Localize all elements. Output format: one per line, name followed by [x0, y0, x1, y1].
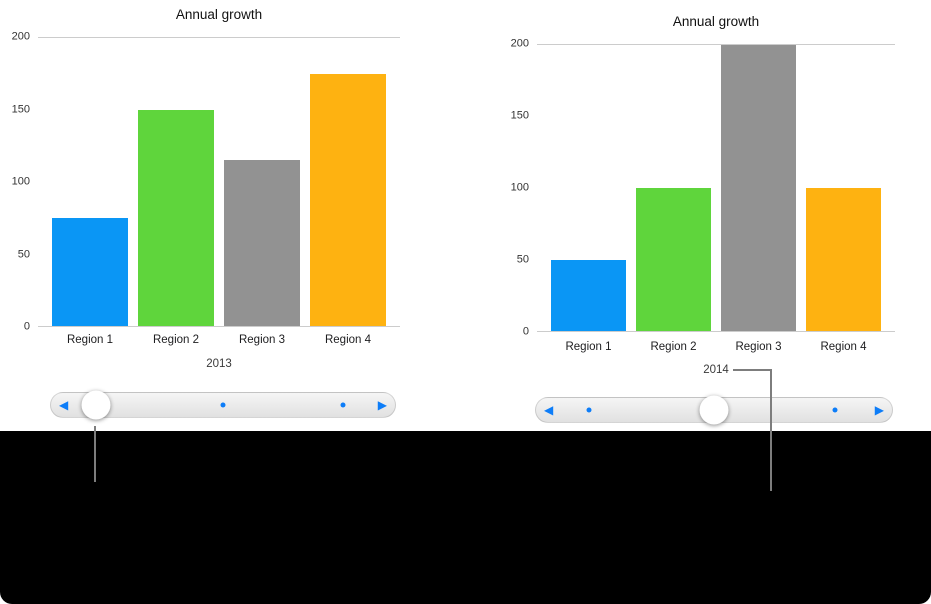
- black-footer: [0, 431, 931, 604]
- bar-series: [38, 38, 400, 326]
- x-category-label: Region 1: [66, 334, 114, 346]
- callout-line-slider-knob: [94, 426, 96, 482]
- y-tick-label: 100: [510, 181, 529, 194]
- slider-prev-icon[interactable]: ◀: [544, 403, 554, 417]
- y-tick-label: 150: [510, 109, 529, 122]
- page-dot[interactable]: [340, 402, 346, 408]
- bar-region-2[interactable]: [636, 188, 711, 331]
- bar-region-4[interactable]: [806, 188, 881, 331]
- chart-title: Annual growth: [672, 14, 760, 29]
- x-category-label: Region 3: [735, 341, 782, 353]
- interactive-chart-2013: Annual growth 0 50 100 150 200 Region 1 Regio…: [8, 7, 408, 427]
- y-tick-label: 100: [11, 175, 30, 188]
- bar-region-4[interactable]: [310, 74, 386, 326]
- bar-region-2[interactable]: [138, 110, 214, 326]
- x-category-label: Region 4: [324, 334, 372, 346]
- callout-line-year-vertical: [770, 369, 772, 491]
- page-dot[interactable]: [832, 407, 838, 413]
- bar-series: [537, 45, 895, 331]
- plot-area: [38, 37, 400, 327]
- interactive-chart-2014: Annual growth 0 50 100 150 200 Region 1 Regio…: [499, 14, 903, 434]
- chart-title: Annual growth: [175, 7, 263, 22]
- y-tick-label: 150: [11, 103, 30, 115]
- slider-knob[interactable]: [699, 395, 729, 425]
- series-year-label: 2013: [206, 358, 232, 370]
- slider-next-icon[interactable]: ▶: [377, 398, 387, 412]
- series-year-label: 2014: [703, 364, 729, 376]
- y-axis-labels: 0 50 100 150 200: [499, 38, 529, 337]
- y-tick-label: 0: [522, 325, 529, 338]
- bar-region-1[interactable]: [551, 259, 626, 331]
- bar-region-3[interactable]: [224, 160, 300, 326]
- y-tick-label: 0: [23, 320, 30, 333]
- page-dot[interactable]: [220, 402, 226, 408]
- x-axis-labels: Region 1 Region 2 Region 3 Region 4: [38, 333, 400, 347]
- x-axis-labels: Region 1 Region 2 Region 3 Region 4: [537, 340, 895, 354]
- chart-data-slider[interactable]: ◀ ▶: [535, 395, 893, 425]
- slider-next-icon[interactable]: ▶: [874, 403, 884, 417]
- x-category-label: Region 2: [650, 341, 697, 353]
- callout-line-year-horizontal: [733, 369, 771, 371]
- page-dot[interactable]: [586, 407, 592, 413]
- plot-area: [537, 44, 895, 332]
- bar-region-3[interactable]: [721, 45, 796, 331]
- y-tick-label: 50: [516, 253, 529, 266]
- slider-prev-icon[interactable]: ◀: [59, 398, 69, 412]
- x-category-label: Region 2: [152, 334, 200, 346]
- x-category-label: Region 3: [238, 334, 286, 346]
- x-category-label: Region 1: [565, 341, 612, 353]
- y-axis-labels: 0 50 100 150 200: [8, 31, 30, 332]
- bar-region-1[interactable]: [52, 218, 128, 326]
- x-category-label: Region 4: [820, 341, 867, 353]
- y-tick-label: 50: [17, 248, 30, 260]
- chart-data-slider[interactable]: ◀ ▶: [50, 390, 396, 420]
- y-tick-label: 200: [11, 30, 30, 43]
- y-tick-label: 200: [510, 37, 529, 50]
- slider-knob[interactable]: [81, 390, 111, 420]
